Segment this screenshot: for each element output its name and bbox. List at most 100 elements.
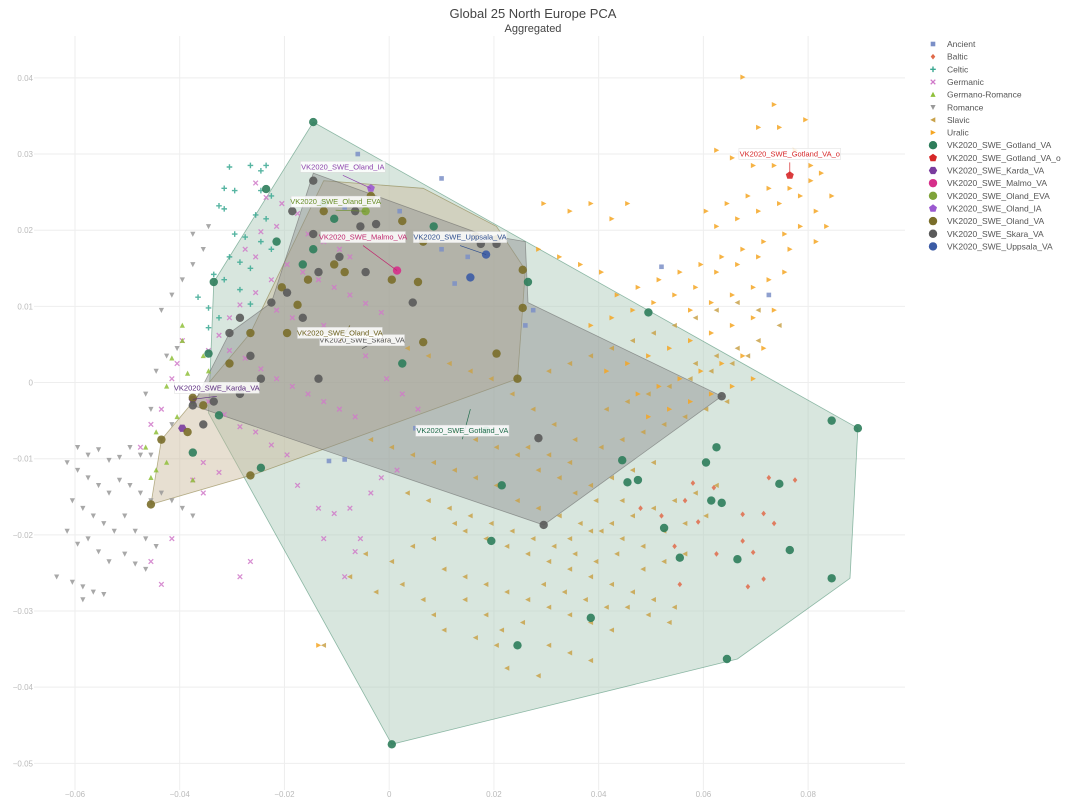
- point-celtic: [268, 246, 275, 253]
- point-slavic: [546, 452, 552, 458]
- point-uralic: [750, 284, 756, 290]
- legend-item-vk2020-swe-gotland-va[interactable]: VK2020_SWE_Gotland_VA: [928, 140, 1052, 150]
- point-germanic: [378, 309, 385, 316]
- point-vk2020-swe-oland-ia: [366, 184, 375, 192]
- point-slavic: [776, 322, 782, 329]
- point-slavic: [650, 459, 656, 466]
- point-slavic: [587, 657, 594, 664]
- point-germanic: [226, 347, 233, 354]
- point-slavic: [509, 528, 515, 534]
- point-germanic: [341, 573, 348, 580]
- point-uralic: [614, 292, 620, 298]
- legend-item-romance[interactable]: Romance: [930, 102, 984, 112]
- point-germanic: [258, 228, 264, 235]
- legend-marker: [930, 129, 936, 136]
- point-romance: [101, 591, 107, 598]
- point-slavic: [745, 353, 751, 359]
- legend-marker: [930, 117, 936, 123]
- point-uralic: [735, 216, 741, 222]
- point-slavic: [629, 338, 635, 344]
- point-uralic: [745, 193, 751, 199]
- point-romance: [106, 559, 112, 565]
- legend-item-ancient[interactable]: Ancient: [930, 39, 976, 49]
- point-slavic: [525, 444, 531, 450]
- annotation-label: VK2020_SWE_Malmo_VA: [319, 233, 407, 242]
- annotation-vk2020-swe-malmo-va: VK2020_SWE_Malmo_VA: [319, 231, 407, 271]
- point-celtic: [247, 301, 254, 307]
- point-vk2020-swe-gotland-va: [675, 553, 685, 562]
- point-romance: [122, 513, 128, 519]
- point-celtic: [221, 206, 228, 212]
- legend-label: Romance: [947, 102, 984, 112]
- axis-ticks: −0.06 −0.04 −0.02 0 0.02 0.04 0.06 0.08 0.04 0.03…: [13, 74, 817, 799]
- point-ancient: [326, 458, 332, 464]
- legend-item-celtic[interactable]: Celtic: [930, 64, 969, 74]
- annotation-box: [413, 231, 507, 243]
- legend-marker: [929, 204, 937, 212]
- point-slavic: [430, 459, 436, 466]
- legend-item-uralic[interactable]: Uralic: [930, 128, 970, 138]
- point-slavic: [551, 421, 557, 428]
- point-slavic: [650, 505, 656, 511]
- point-vk2020-swe-skara-va: [235, 313, 245, 322]
- point-slavic: [546, 368, 552, 374]
- point-germanic: [252, 180, 259, 186]
- point-vk2020-swe-oland-va: [199, 401, 208, 410]
- annotation-label: VK2020_SWE_Oland_IA: [301, 162, 384, 171]
- point-uralic: [766, 277, 772, 283]
- legend[interactable]: Ancient Baltic Celtic Germanic Germano-Roman…: [928, 39, 1061, 251]
- point-ancient: [439, 176, 444, 181]
- legend-item-vk2020-swe-malmo-va[interactable]: VK2020_SWE_Malmo_VA: [928, 178, 1048, 188]
- point-uralic: [782, 231, 788, 237]
- point-celtic: [247, 265, 254, 272]
- point-germanic: [252, 254, 259, 260]
- point-slavic: [755, 307, 761, 313]
- point-slavic: [525, 596, 531, 603]
- point-slavic: [598, 528, 604, 534]
- point-slavic: [389, 444, 395, 450]
- legend-label: VK2020_SWE_Uppsala_VA: [947, 241, 1053, 251]
- point-romance: [190, 231, 196, 237]
- point-germanic: [273, 375, 280, 382]
- point-vk2020-swe-skara-va: [539, 520, 548, 530]
- point-germanic: [352, 414, 358, 420]
- point-uralic: [714, 223, 720, 230]
- point-vk2020-swe-gotland-va: [429, 222, 438, 231]
- legend-item-baltic[interactable]: Baltic: [930, 52, 969, 62]
- point-germanic: [174, 360, 180, 367]
- point-germanic: [268, 276, 275, 283]
- point-uralic: [808, 162, 814, 169]
- annotation-label: VK2020_SWE_Uppsala_VA: [413, 233, 506, 242]
- point-vk2020-swe-skara-va: [309, 229, 318, 239]
- point-slavic: [404, 345, 410, 351]
- point-slavic: [703, 406, 709, 412]
- point-vk2020-swe-gotland-va: [659, 523, 669, 533]
- point-uralic: [667, 345, 673, 351]
- point-romance: [179, 505, 185, 512]
- legend-item-vk2020-swe-oland-ia[interactable]: VK2020_SWE_Oland_IA: [929, 203, 1042, 213]
- legend-item-slavic[interactable]: Slavic: [930, 115, 970, 125]
- legend-item-vk2020-swe-skara-va[interactable]: VK2020_SWE_Skara_VA: [928, 229, 1044, 239]
- point-uralic: [750, 162, 756, 169]
- point-germanic: [378, 474, 385, 481]
- legend-label: Celtic: [947, 64, 969, 74]
- legend-item-germanic[interactable]: Germanic: [930, 77, 985, 87]
- point-germanic: [273, 223, 280, 230]
- point-romance: [158, 490, 164, 496]
- point-celtic: [221, 185, 228, 192]
- point-uralic: [625, 360, 631, 367]
- legend-item-vk2020-swe-gotland-va-o[interactable]: VK2020_SWE_Gotland_VA_o: [929, 153, 1061, 163]
- legend-item-vk2020-swe-uppsala-va[interactable]: VK2020_SWE_Uppsala_VA: [928, 241, 1053, 251]
- legend-item-vk2020-swe-oland-eva[interactable]: VK2020_SWE_Oland_EVA: [928, 191, 1050, 201]
- legend-item-vk2020-swe-karda-va[interactable]: VK2020_SWE_Karda_VA: [928, 166, 1045, 176]
- x-tick-label: 0.06: [696, 790, 712, 799]
- legend-item-germano-romance[interactable]: Germano-Romance: [930, 90, 1022, 100]
- point-germanic: [200, 490, 207, 496]
- point-celtic: [237, 259, 243, 265]
- legend-item-vk2020-swe-oland-va[interactable]: VK2020_SWE_Oland_VA: [928, 216, 1045, 226]
- point-baltic: [771, 520, 777, 527]
- point-vk2020-swe-oland-va: [225, 359, 234, 368]
- point-germanic: [237, 423, 243, 430]
- point-ancient: [659, 264, 664, 270]
- point-uralic: [646, 353, 652, 359]
